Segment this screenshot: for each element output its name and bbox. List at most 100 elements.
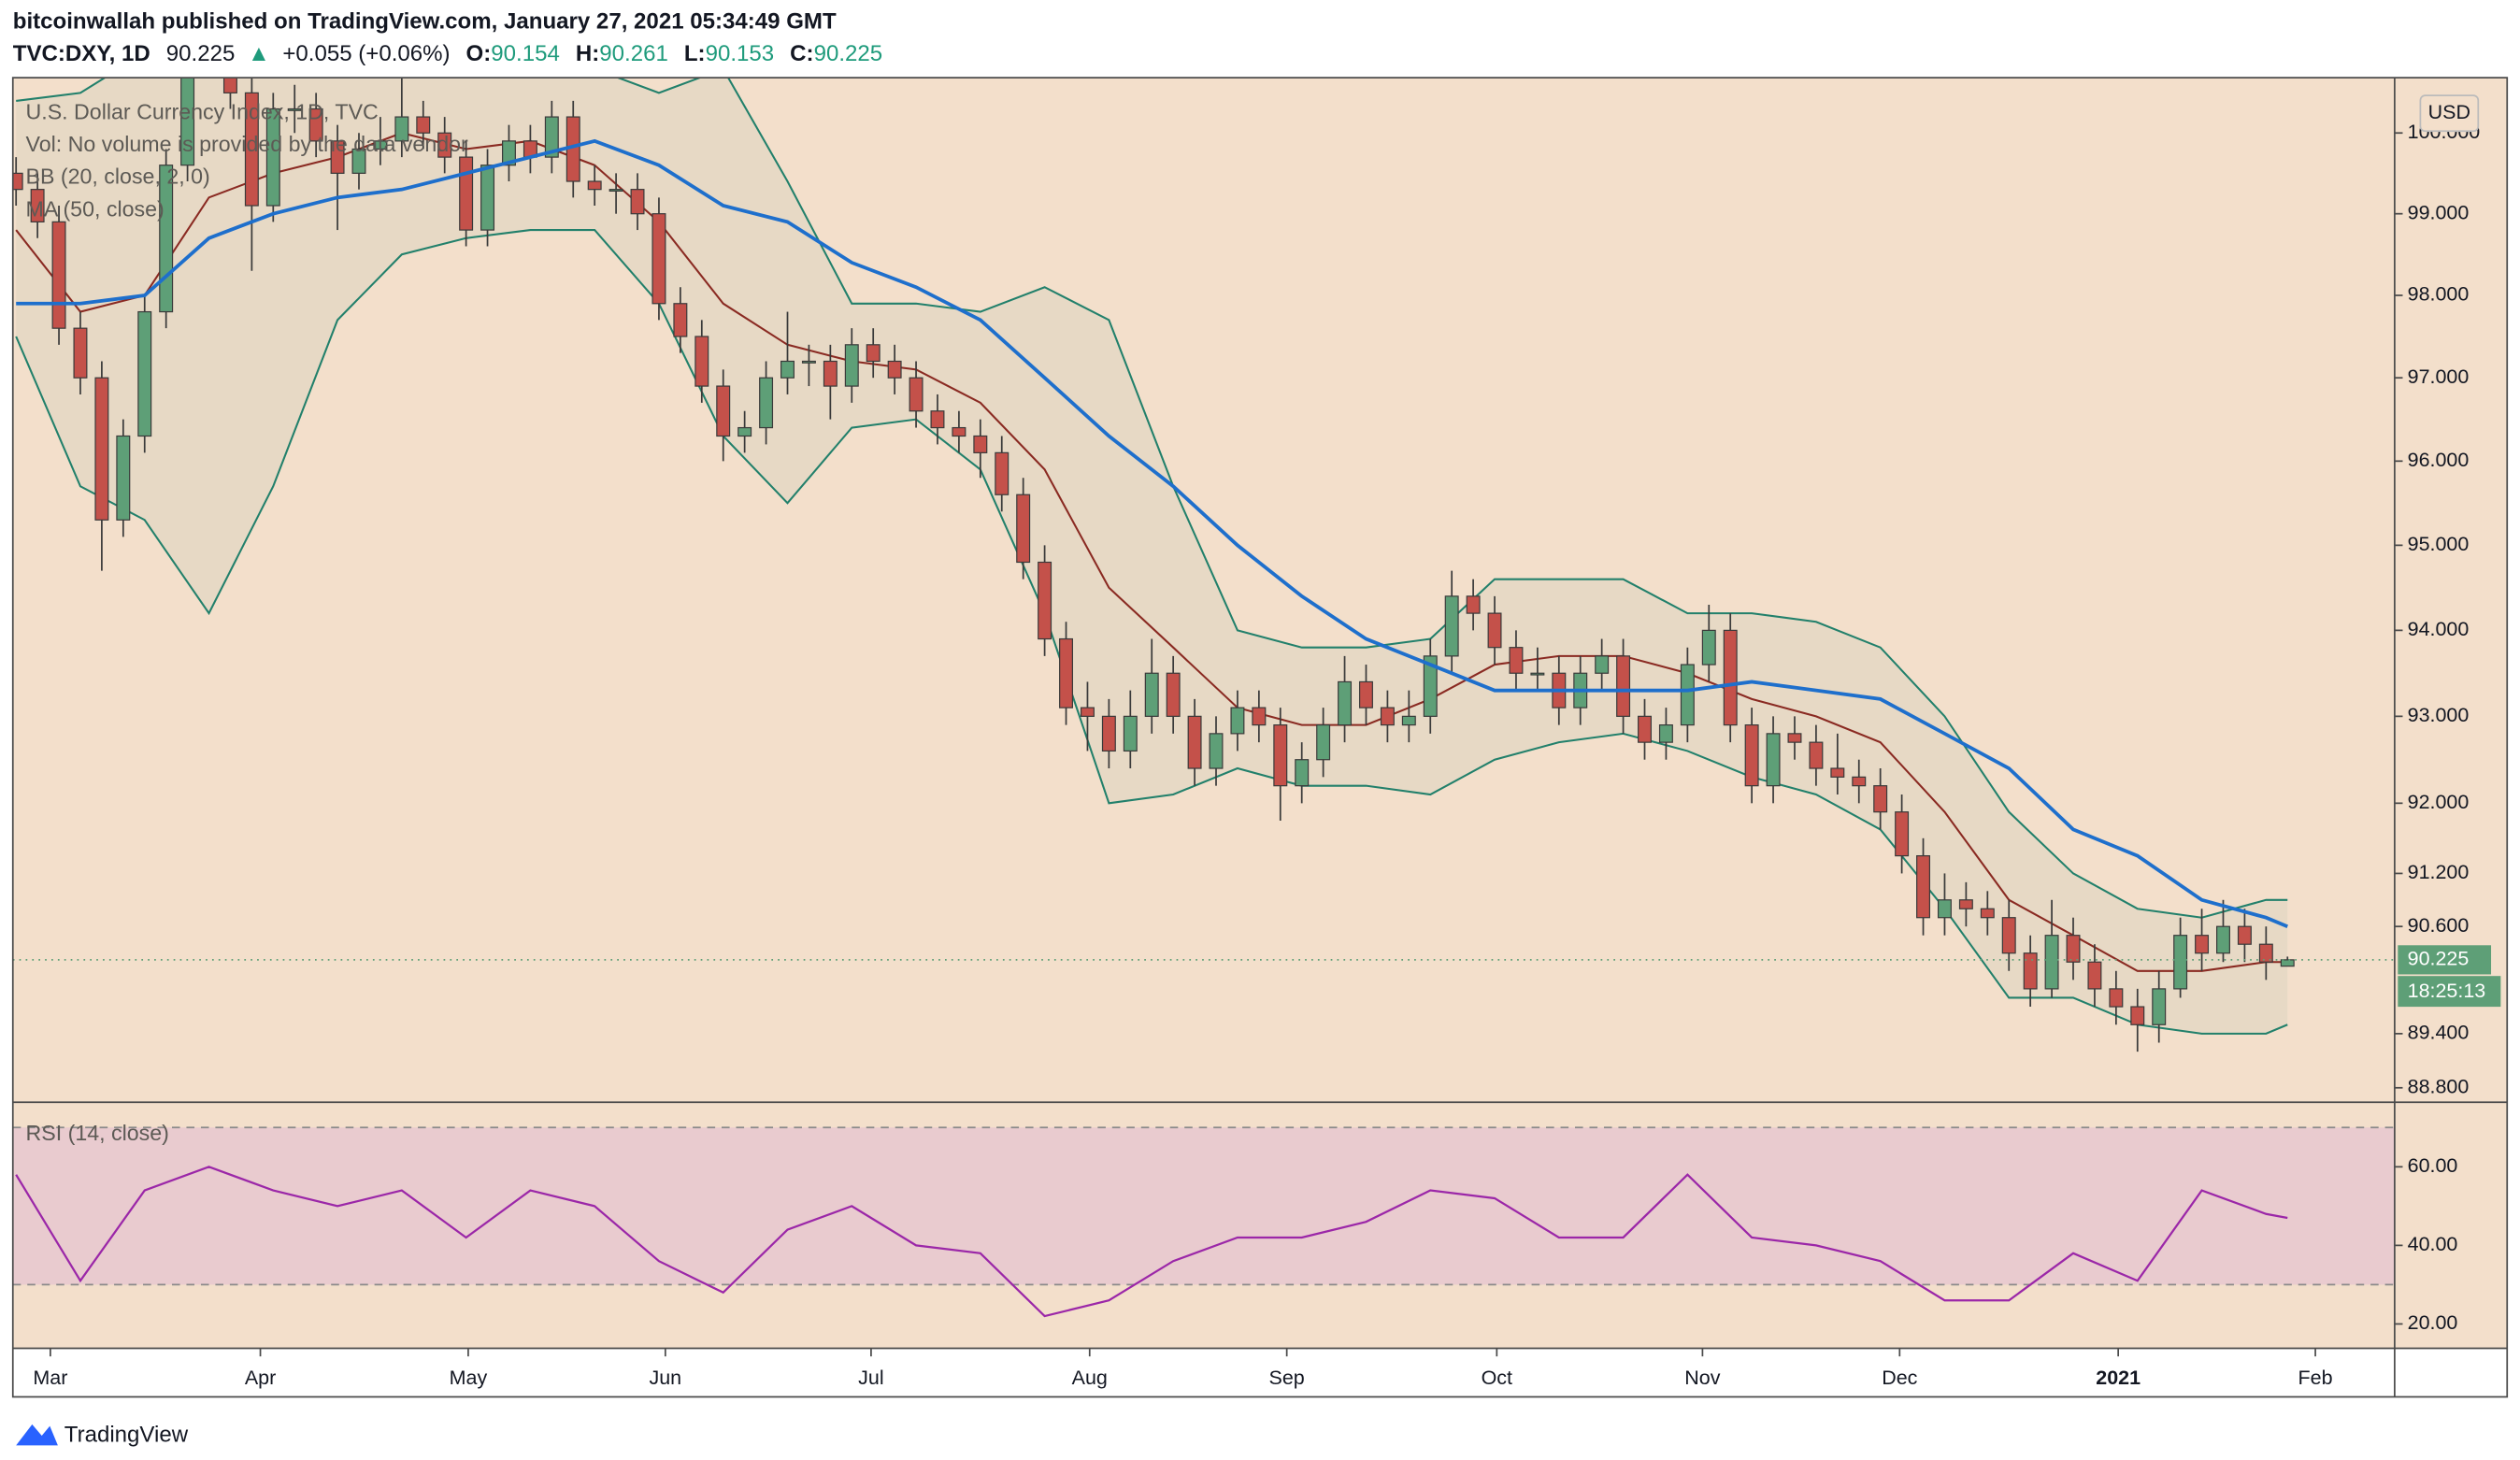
candle-body bbox=[2237, 925, 2252, 945]
candle-body bbox=[222, 78, 237, 93]
low-label: L: bbox=[684, 41, 706, 66]
last-price-text: 90.225 bbox=[2408, 947, 2470, 970]
last-price-badge bbox=[2398, 945, 2492, 975]
x-tick-label: May bbox=[450, 1366, 488, 1389]
candle-body bbox=[1316, 724, 1331, 761]
candle-body bbox=[2173, 935, 2188, 990]
unit-box bbox=[2419, 94, 2480, 133]
candle-body bbox=[952, 426, 966, 437]
candle-body bbox=[94, 377, 109, 521]
candle-body bbox=[116, 435, 131, 521]
y-tick-label: 99.000 bbox=[2408, 200, 2470, 223]
open-value: 90.154 bbox=[491, 41, 560, 66]
symbol: TVC:DXY, 1D bbox=[13, 41, 150, 66]
candle-body bbox=[12, 172, 23, 191]
candle-body bbox=[2109, 988, 2124, 1008]
candle-body bbox=[1209, 733, 1224, 769]
legend: U.S. Dollar Currency Index, 1D, TVC Vol:… bbox=[26, 99, 469, 1145]
y-tick-label: 92.000 bbox=[2408, 790, 2470, 813]
candle-body bbox=[1423, 655, 1438, 717]
candle-body bbox=[1144, 672, 1159, 717]
candle-body bbox=[1359, 680, 1373, 709]
candle-body bbox=[351, 148, 366, 174]
candle-body bbox=[30, 189, 45, 222]
last-price: 90.225 bbox=[166, 41, 236, 66]
x-tick-label: Jun bbox=[650, 1366, 682, 1389]
candle-body bbox=[694, 336, 709, 387]
close-label: C: bbox=[790, 41, 813, 66]
candle-body bbox=[137, 310, 152, 437]
y-tick-label: 40.00 bbox=[2408, 1232, 2458, 1255]
close-value: 90.225 bbox=[814, 41, 883, 66]
y-tick-label: 88.800 bbox=[2408, 1074, 2470, 1097]
candle-body bbox=[2130, 1006, 2145, 1025]
candle-body bbox=[416, 116, 431, 134]
candle-body bbox=[2280, 959, 2295, 967]
candle-body bbox=[1723, 629, 1738, 726]
rsi-pane bbox=[12, 1126, 2395, 1318]
x-tick-label: Oct bbox=[1482, 1366, 1512, 1389]
candle-body bbox=[716, 385, 731, 437]
candle-body bbox=[2195, 935, 2210, 954]
candle-body bbox=[73, 327, 88, 379]
y-tick-label: 60.00 bbox=[2408, 1153, 2458, 1177]
y-tick-label: 97.000 bbox=[2408, 365, 2470, 388]
candle-body bbox=[673, 303, 688, 337]
candle-body bbox=[587, 180, 602, 191]
candle-body bbox=[1444, 595, 1459, 657]
candle-body bbox=[1616, 655, 1631, 717]
candle-body bbox=[737, 426, 752, 437]
footer-logo: TradingView bbox=[16, 1422, 189, 1447]
legend-bb: BB (20, close, 2, 0) bbox=[26, 165, 210, 189]
legend-rsi: RSI (14, close) bbox=[26, 1121, 169, 1145]
candle-body bbox=[1338, 680, 1353, 726]
x-tick-label: 2021 bbox=[2096, 1366, 2141, 1389]
candle-body bbox=[501, 140, 516, 166]
candle-body bbox=[630, 189, 645, 215]
candle-body bbox=[1487, 612, 1502, 649]
candle-body bbox=[1187, 715, 1202, 769]
x-tick-label: Mar bbox=[33, 1366, 67, 1389]
candle-body bbox=[1895, 811, 1910, 857]
axis-unit: USD bbox=[2428, 100, 2470, 123]
candle-body bbox=[1744, 724, 1759, 787]
candle-body bbox=[1273, 724, 1288, 787]
y-tick-label: 95.000 bbox=[2408, 532, 2470, 555]
change-arrow: ▲ bbox=[248, 41, 270, 66]
x-tick-label: Dec bbox=[1882, 1366, 1917, 1389]
candle-body bbox=[2001, 917, 2016, 954]
bb-fill bbox=[16, 78, 2288, 1034]
x-tick-label: Feb bbox=[2298, 1366, 2333, 1389]
price-pane bbox=[12, 78, 2395, 1052]
candle-body bbox=[1016, 494, 1031, 564]
candle-body bbox=[1380, 707, 1395, 726]
low-value: 90.153 bbox=[706, 41, 775, 66]
candle-body bbox=[2023, 952, 2038, 990]
y-tick-label: 94.000 bbox=[2408, 617, 2470, 640]
candle-body bbox=[759, 377, 774, 429]
candle-body bbox=[1466, 595, 1481, 614]
x-tick-label: Nov bbox=[1684, 1366, 1720, 1389]
candle-body bbox=[801, 360, 816, 364]
candle-body bbox=[1252, 707, 1267, 726]
candle-body bbox=[1980, 908, 1995, 919]
candle-body bbox=[265, 107, 280, 207]
candle-body bbox=[1101, 715, 1116, 752]
symbol-line: TVC:DXY, 1D 90.225 ▲ +0.055 (+0.06%) O:9… bbox=[13, 41, 882, 66]
candle-body bbox=[1958, 899, 1973, 909]
publisher: bitcoinwallah published on TradingView.c… bbox=[13, 9, 837, 35]
x-tick-label: Sep bbox=[1269, 1366, 1305, 1389]
y-tick-label: 96.000 bbox=[2408, 448, 2470, 471]
candle-body bbox=[1038, 561, 1052, 640]
candle-body bbox=[651, 213, 666, 305]
candle-body bbox=[1852, 776, 1867, 787]
candle-body bbox=[1123, 715, 1138, 752]
candle-body bbox=[1658, 724, 1673, 743]
candle-body bbox=[609, 189, 623, 193]
candle-body bbox=[2216, 925, 2230, 954]
candle-body bbox=[2087, 961, 2102, 990]
candle-body bbox=[544, 116, 559, 158]
high-label: H: bbox=[576, 41, 599, 66]
legend-ma: MA (50, close) bbox=[26, 196, 165, 221]
